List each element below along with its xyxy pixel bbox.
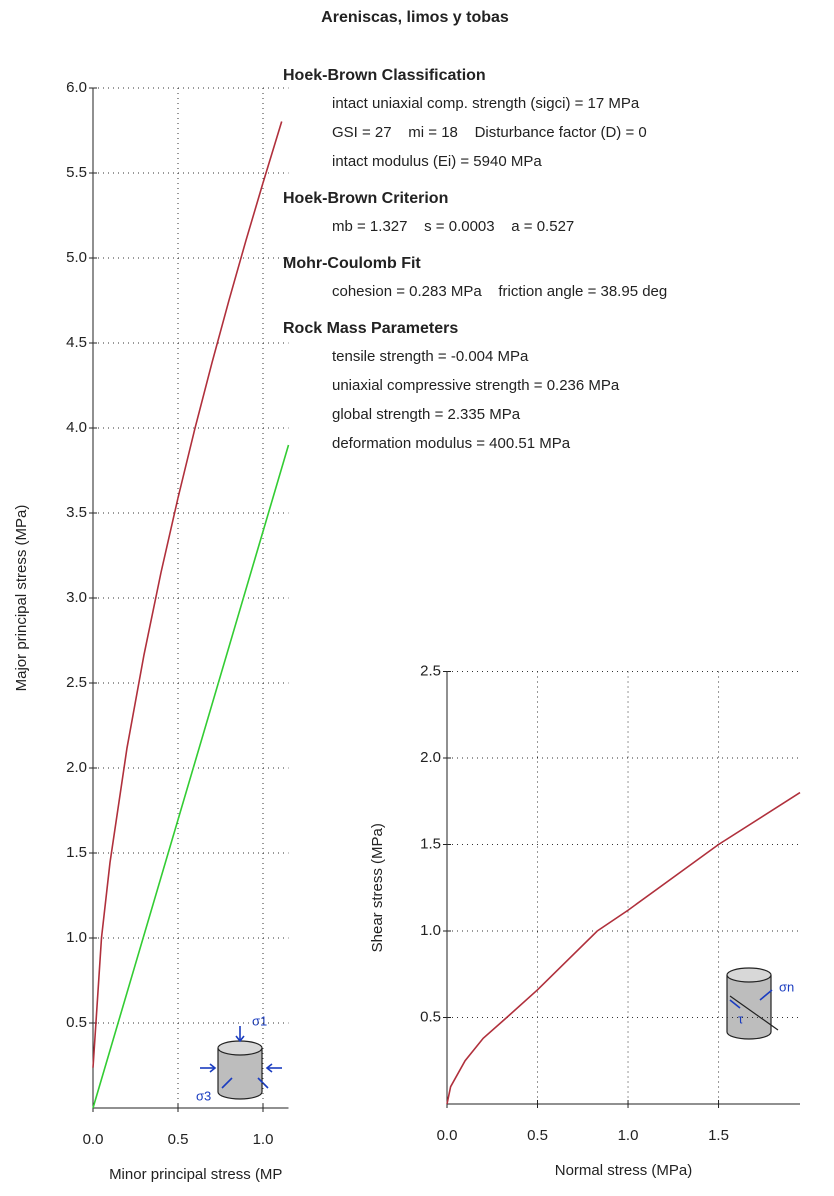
curve bbox=[92, 444, 290, 1109]
info-line: tensile strength = -0.004 MPa bbox=[332, 348, 529, 365]
y-tick-label: 4.0 bbox=[66, 419, 87, 436]
info-heading: Hoek-Brown Classification bbox=[283, 67, 486, 84]
icon-label: σ1 bbox=[252, 1013, 267, 1028]
info-line: cohesion = 0.283 MPa friction angle = 38… bbox=[332, 283, 667, 300]
info-heading: Mohr-Coulomb Fit bbox=[283, 255, 421, 272]
y-tick-label: 6.0 bbox=[66, 79, 87, 96]
triaxial-icon bbox=[200, 1026, 282, 1100]
y-tick-label: 2.0 bbox=[420, 749, 441, 766]
y-tick-label: 1.5 bbox=[420, 835, 441, 852]
y-tick-label: 5.0 bbox=[66, 249, 87, 266]
y-tick-label: 3.5 bbox=[66, 504, 87, 521]
curve bbox=[446, 791, 801, 1105]
y-axis-label: Shear stress (MPa) bbox=[369, 823, 386, 952]
x-axis-label: Minor principal stress (MP bbox=[109, 1166, 282, 1183]
x-axis-label: Normal stress (MPa) bbox=[555, 1162, 693, 1179]
y-tick-label: 2.0 bbox=[66, 759, 87, 776]
x-tick-label: 0.5 bbox=[527, 1127, 548, 1144]
info-line: intact uniaxial comp. strength (sigci) =… bbox=[332, 95, 640, 112]
y-axis-label: Major principal stress (MPa) bbox=[13, 505, 30, 692]
info-line: GSI = 27 mi = 18 Disturbance factor (D) … bbox=[332, 124, 647, 141]
curve bbox=[92, 121, 283, 1068]
info-heading: Rock Mass Parameters bbox=[283, 320, 458, 337]
y-tick-label: 1.5 bbox=[66, 844, 87, 861]
title: Areniscas, limos y tobas bbox=[321, 9, 509, 26]
x-tick-label: 0.0 bbox=[83, 1131, 104, 1148]
icon-label: τ bbox=[738, 1011, 744, 1026]
y-tick-label: 0.5 bbox=[420, 1008, 441, 1025]
y-tick-label: 2.5 bbox=[66, 674, 87, 691]
icon-label: σ3 bbox=[196, 1088, 211, 1103]
x-tick-label: 0.0 bbox=[437, 1127, 458, 1144]
y-tick-label: 3.0 bbox=[66, 589, 87, 606]
info-line: global strength = 2.335 MPa bbox=[332, 406, 521, 423]
y-tick-label: 2.5 bbox=[420, 662, 441, 679]
info-heading: Hoek-Brown Criterion bbox=[283, 190, 448, 207]
y-tick-label: 1.0 bbox=[66, 929, 87, 946]
y-tick-label: 4.5 bbox=[66, 334, 87, 351]
y-tick-label: 1.0 bbox=[420, 922, 441, 939]
x-tick-label: 1.0 bbox=[618, 1127, 639, 1144]
x-tick-label: 1.5 bbox=[708, 1127, 729, 1144]
info-line: mb = 1.327 s = 0.0003 a = 0.527 bbox=[332, 218, 574, 235]
y-tick-label: 0.5 bbox=[66, 1014, 87, 1031]
x-tick-label: 0.5 bbox=[168, 1131, 189, 1148]
info-line: deformation modulus = 400.51 MPa bbox=[332, 435, 571, 452]
y-tick-label: 5.5 bbox=[66, 164, 87, 181]
info-line: uniaxial compressive strength = 0.236 MP… bbox=[332, 377, 620, 394]
info-line: intact modulus (Ei) = 5940 MPa bbox=[332, 153, 542, 170]
x-tick-label: 1.0 bbox=[253, 1131, 274, 1148]
shear-icon bbox=[726, 967, 779, 1040]
icon-label: σn bbox=[779, 979, 794, 994]
